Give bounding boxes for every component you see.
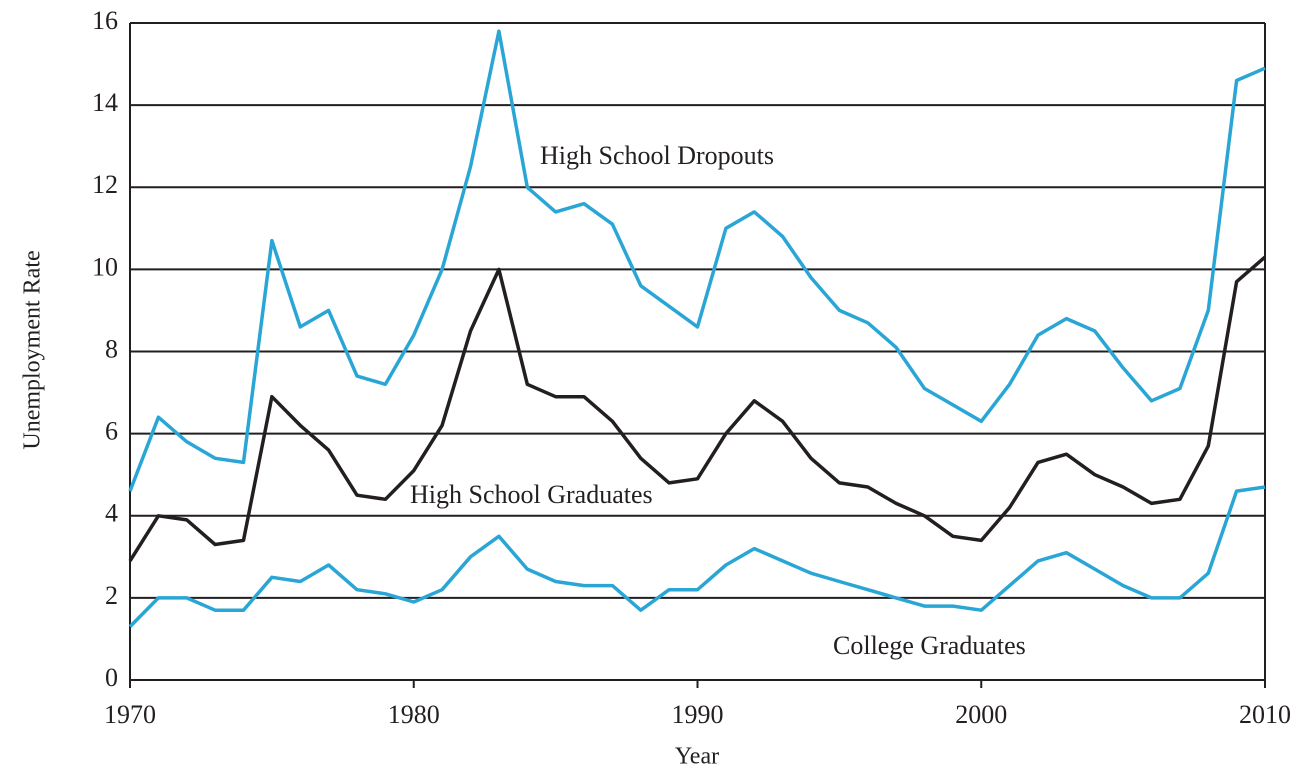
x-tick-label: 1970 [104, 700, 156, 729]
series-label: College Graduates [833, 631, 1026, 660]
x-tick-label: 1990 [672, 700, 724, 729]
x-axis-label: Year [675, 744, 719, 770]
series-line [128, 255, 1267, 562]
y-tick-label: 14 [92, 88, 118, 117]
series-line [128, 485, 1266, 628]
y-tick-label: 8 [105, 334, 118, 363]
y-tick-label: 4 [105, 499, 118, 528]
y-axis-label: Unemployment Rate [20, 250, 46, 449]
x-tick-label: 1980 [388, 700, 440, 729]
x-tick-label: 2000 [955, 700, 1007, 729]
series-label: High School Graduates [410, 480, 653, 509]
y-tick-label: 0 [105, 663, 118, 692]
y-tick-label: 10 [92, 252, 118, 281]
series-line [128, 29, 1266, 492]
series-label: High School Dropouts [540, 141, 774, 170]
y-tick-label: 2 [105, 581, 118, 610]
x-tick-label: 2010 [1239, 700, 1291, 729]
y-tick-label: 6 [105, 417, 118, 446]
y-tick-label: 12 [92, 170, 118, 199]
y-tick-label: 16 [92, 6, 118, 35]
